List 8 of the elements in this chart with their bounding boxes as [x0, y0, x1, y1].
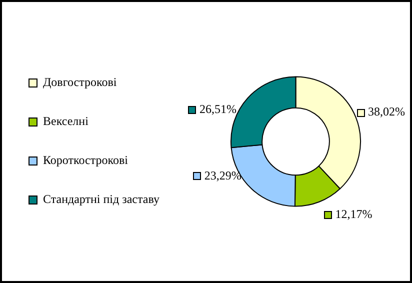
- data-label: 12,17%: [335, 207, 372, 222]
- data-label: 26,51%: [199, 102, 236, 116]
- legend-label: Векселні: [43, 114, 90, 128]
- legend-label: Короткострокові: [43, 153, 129, 168]
- data-label: 38,02%: [368, 104, 406, 119]
- data-label: 23,29%: [204, 168, 242, 182]
- legend-label: Стандартні під заставу: [43, 192, 160, 206]
- legend-label: Довгострокові: [43, 75, 118, 90]
